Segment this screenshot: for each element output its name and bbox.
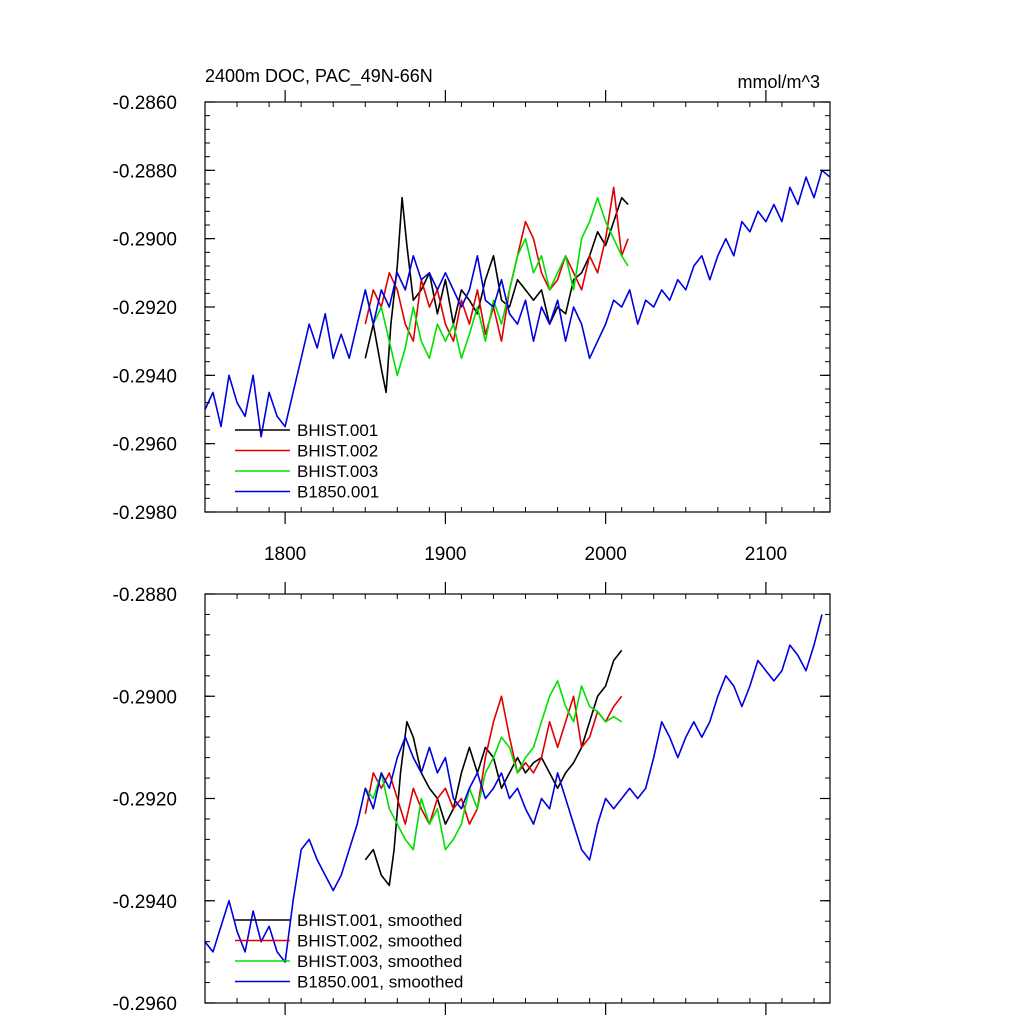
x-tick-label: 1900	[424, 544, 466, 565]
y-tick-label: -0.2960	[113, 435, 177, 456]
y-tick-label: -0.2920	[113, 790, 177, 811]
legend-label-3: B1850.001	[297, 483, 379, 502]
top-panel-axes: -0.2860 -0.2880 -0.2900 -0.2920 -0.2940 -0.29…	[113, 90, 831, 565]
bottom-panel: -0.2880 -0.2900 -0.2920 -0.2940 -0.2960 BHIS…	[113, 582, 831, 1015]
y-tick-label: -0.2860	[113, 93, 177, 114]
series-line-0	[364, 196, 629, 394]
y-tick-label: -0.2900	[113, 687, 177, 708]
legend-label-2: BHIST.003	[297, 462, 378, 481]
x-tick-label: 2100	[745, 544, 787, 565]
bottom-panel-series	[204, 614, 823, 963]
legend-label-2: BHIST.003, smoothed	[297, 952, 462, 971]
series-line-3	[204, 614, 823, 963]
legend-label-3: B1850.001, smoothed	[297, 973, 463, 992]
top-panel-units: mmol/m^3	[738, 72, 820, 92]
y-tick-label: -0.2880	[113, 161, 177, 182]
y-tick-label: -0.2940	[113, 892, 177, 913]
legend-label-0: BHIST.001, smoothed	[297, 911, 462, 930]
top-panel-title: 2400m DOC, PAC_49N-66N	[205, 66, 433, 87]
bottom-panel-axes: -0.2880 -0.2900 -0.2920 -0.2940 -0.2960	[113, 582, 831, 1015]
series-line-1	[364, 695, 623, 825]
bottom-panel-legend: BHIST.001, smoothed BHIST.002, smoothedBH…	[235, 911, 463, 992]
series-line-0	[364, 649, 623, 887]
legend-label-1: BHIST.002	[297, 442, 378, 461]
top-panel: 2400m DOC, PAC_49N-66N mmol/m^3 -0.2860-…	[113, 66, 831, 565]
series-line-3	[204, 169, 831, 438]
top-panel-series	[204, 169, 831, 438]
y-tick-label: -0.2880	[113, 585, 177, 606]
legend-label-1: BHIST.002, smoothed	[297, 932, 462, 951]
y-tick-label: -0.2980	[113, 503, 177, 524]
x-tick-label: 2000	[585, 544, 627, 565]
legend-label-0: BHIST.001	[297, 421, 378, 440]
y-tick-label: -0.2940	[113, 366, 177, 387]
series-line-2	[364, 196, 629, 377]
x-tick-label: 1800	[264, 544, 306, 565]
y-tick-label: -0.2960	[113, 994, 177, 1015]
y-tick-label: -0.2920	[113, 298, 177, 319]
series-line-1	[364, 186, 629, 343]
y-tick-label: -0.2900	[113, 230, 177, 251]
series-line-2	[364, 680, 623, 851]
